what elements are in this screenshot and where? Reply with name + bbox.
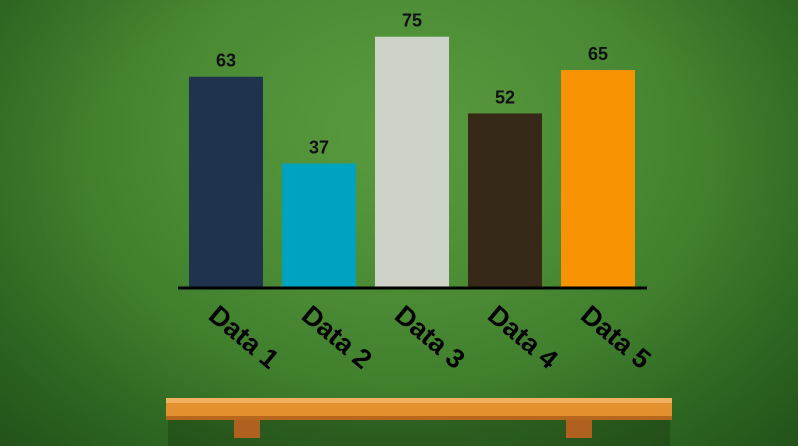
category-labels-group: Data 1 Data 2 Data 3 Data 4 Data 5 — [203, 300, 656, 375]
category-label-5: Data 5 — [575, 300, 656, 375]
bar-1 — [189, 76, 263, 287]
value-label-3: 75 — [402, 11, 422, 31]
bar-2 — [282, 163, 356, 287]
wooden-shelf — [166, 398, 672, 446]
category-label-1: Data 1 — [203, 300, 284, 375]
shelf-board-top — [166, 398, 672, 403]
category-label-4: Data 4 — [482, 300, 563, 375]
value-labels-group: 63 37 75 52 65 — [216, 11, 608, 158]
shelf-board — [166, 398, 672, 420]
value-label-2: 37 — [309, 138, 329, 158]
bar-4 — [468, 113, 542, 287]
value-label-5: 65 — [588, 44, 608, 64]
bars-group — [189, 36, 635, 287]
value-label-1: 63 — [216, 51, 236, 71]
shelf-board-bottom — [166, 416, 672, 420]
category-label-3: Data 3 — [389, 300, 470, 375]
category-label-2: Data 2 — [296, 300, 377, 375]
value-label-4: 52 — [495, 87, 515, 107]
bar-3 — [375, 36, 449, 287]
bar-5 — [561, 70, 635, 287]
